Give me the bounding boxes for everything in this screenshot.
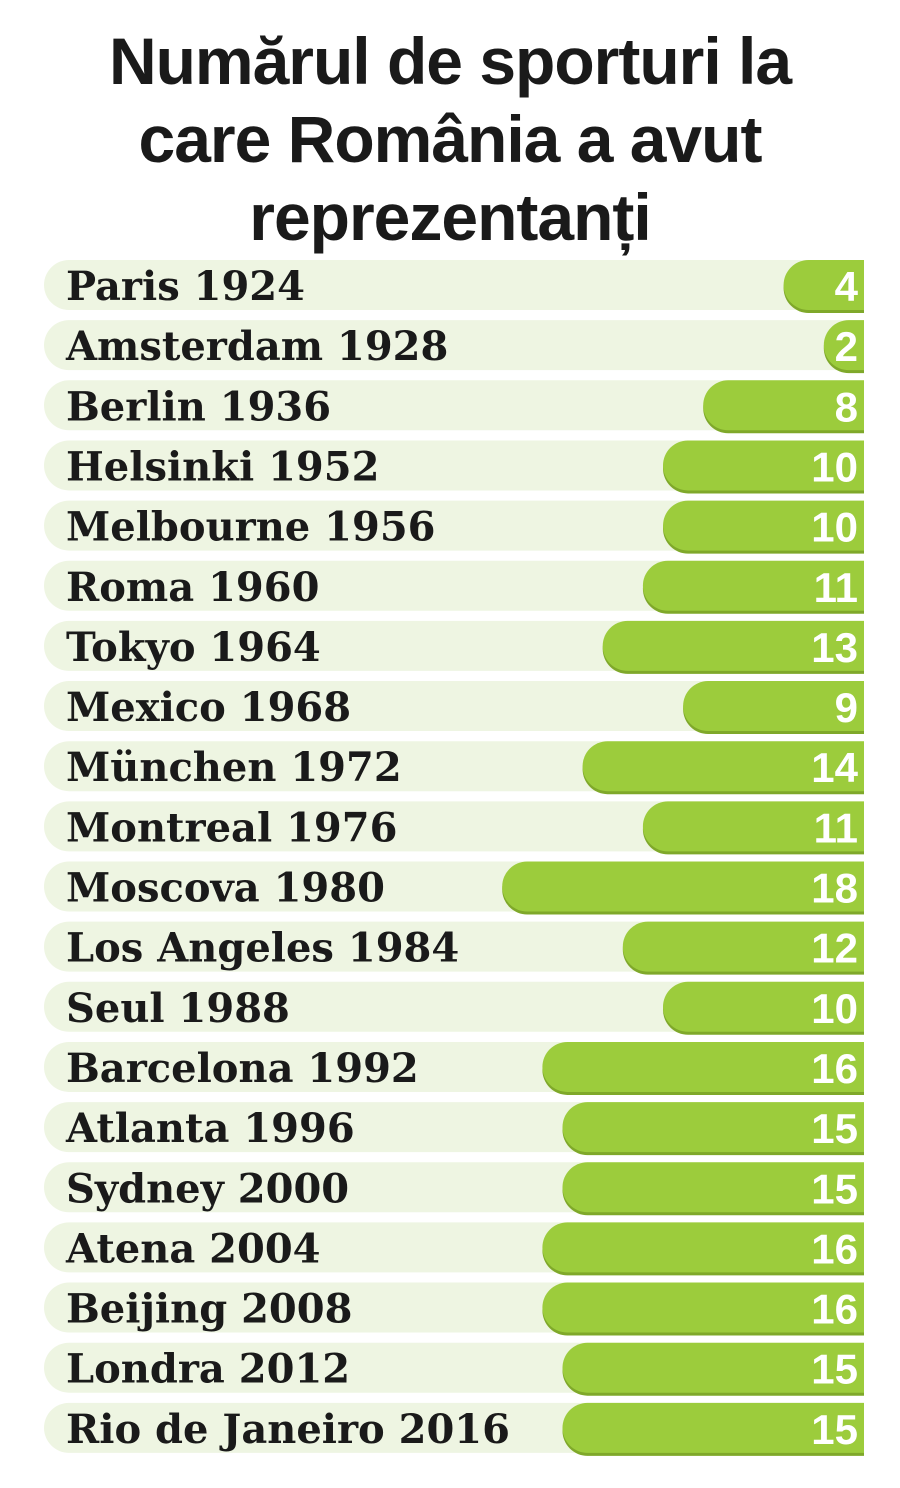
- category-label: Mexico 1968: [66, 684, 351, 731]
- chart-title: Numărul de sporturi la care România a av…: [0, 22, 900, 256]
- category-label: Atlanta 1996: [65, 1105, 355, 1152]
- row-track: [44, 320, 864, 371]
- value-label: 15: [811, 1406, 858, 1453]
- category-label: Los Angeles 1984: [66, 925, 459, 972]
- value-label: 4: [835, 263, 859, 310]
- bar: [663, 500, 864, 551]
- title-line-3: reprezentanți: [249, 180, 651, 254]
- value-label: 15: [811, 1165, 858, 1212]
- bar: [783, 260, 864, 310]
- category-label: Tokyo 1964: [66, 624, 321, 671]
- category-label: Moscova 1980: [66, 865, 385, 912]
- value-label: 16: [811, 1045, 858, 1092]
- bar: [562, 1162, 864, 1213]
- value-label: 10: [811, 985, 858, 1032]
- value-label: 11: [814, 804, 858, 851]
- row-track: [44, 681, 864, 732]
- category-label: Berlin 1936: [66, 383, 331, 430]
- value-label: 9: [835, 684, 858, 731]
- bar: [703, 380, 864, 431]
- category-label: Beijing 2008: [66, 1286, 352, 1333]
- row-track: [44, 380, 864, 431]
- category-label: Londra 2012: [66, 1346, 350, 1393]
- row-track: [44, 440, 864, 491]
- category-label: Amsterdam 1928: [65, 323, 448, 370]
- bar: [562, 1342, 864, 1393]
- bar: [562, 1102, 864, 1153]
- row-track: [44, 500, 864, 551]
- value-label: 13: [811, 624, 858, 671]
- bar: [542, 1222, 864, 1273]
- row-track: [44, 260, 864, 310]
- value-label: 2: [835, 323, 858, 370]
- value-label: 10: [811, 504, 858, 551]
- category-label: Roma 1960: [66, 564, 319, 611]
- bar: [823, 320, 864, 371]
- bar: [683, 681, 864, 732]
- bar: [502, 861, 864, 912]
- row-track: [43, 981, 864, 1032]
- value-label: 10: [811, 443, 858, 490]
- category-label: Barcelona 1992: [66, 1045, 419, 1092]
- category-label: Rio de Janeiro 2016: [66, 1406, 510, 1453]
- category-label: Atena 2004: [65, 1225, 321, 1272]
- value-label: 11: [814, 564, 858, 611]
- bar: [622, 921, 864, 972]
- category-label: Melbourne 1956: [66, 504, 436, 551]
- value-label: 15: [811, 1346, 858, 1393]
- bar: [602, 620, 864, 671]
- value-label: 15: [811, 1105, 858, 1152]
- category-label: Paris 1924: [66, 263, 305, 310]
- bar: [542, 1282, 864, 1333]
- value-label: 14: [811, 744, 858, 791]
- category-label: Helsinki 1952: [66, 443, 379, 490]
- value-label: 8: [835, 383, 858, 430]
- bar: [562, 1402, 864, 1453]
- bar: [662, 981, 864, 1032]
- bar: [582, 741, 864, 792]
- bar: [662, 440, 864, 491]
- category-label: München 1972: [66, 744, 402, 791]
- value-label: 16: [811, 1286, 858, 1333]
- bar: [642, 560, 864, 611]
- bar: [542, 1041, 864, 1092]
- category-label: Seul 1988: [66, 985, 290, 1032]
- value-label: 16: [811, 1225, 858, 1272]
- bar: [642, 801, 864, 852]
- title-line-2: care România a avut: [138, 102, 763, 176]
- value-label: 18: [811, 865, 858, 912]
- value-label: 12: [811, 925, 858, 972]
- title-line-1: Numărul de sporturi la: [108, 24, 792, 98]
- category-label: Montreal 1976: [66, 804, 397, 851]
- category-label: Sydney 2000: [66, 1165, 349, 1212]
